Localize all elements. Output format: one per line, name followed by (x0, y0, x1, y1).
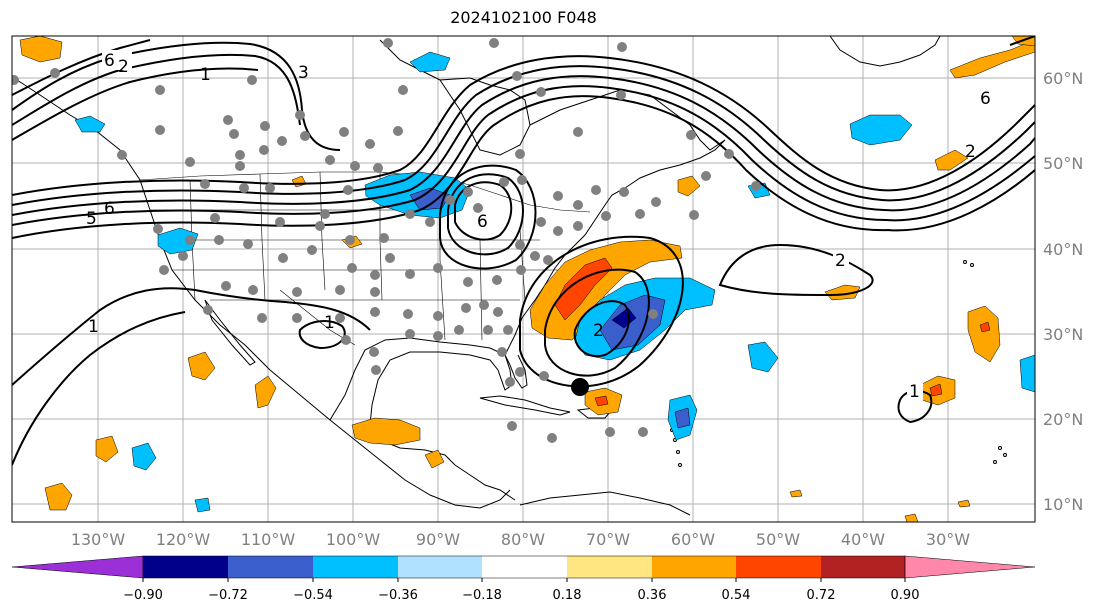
colorbar-bin (313, 556, 398, 578)
colorbar-bin (482, 556, 567, 578)
contour-label: 1 (200, 65, 211, 85)
lat-label: 60°N (1043, 69, 1083, 88)
station-dots (12, 38, 761, 443)
contour-label: 6 (104, 199, 115, 219)
storm-center-marker (571, 378, 589, 396)
contour-label: 1 (88, 317, 99, 337)
contour-label: 6 (477, 212, 488, 232)
contour-label: 3 (298, 63, 309, 83)
lon-label: 90°W (416, 530, 460, 549)
colorbar-tick: 0.18 (553, 588, 582, 603)
colorbar-tick: 0.90 (891, 588, 920, 603)
colorbar-bin (228, 556, 313, 578)
colorbar-tick: 0.72 (807, 588, 836, 603)
lat-label: 40°N (1043, 240, 1083, 259)
colorbar-bin (567, 556, 652, 578)
lon-label: 80°W (501, 530, 545, 549)
lon-label: 110°W (241, 530, 296, 549)
lat-label: 30°N (1043, 325, 1083, 344)
contour-label: 1 (909, 382, 920, 402)
lat-label: 50°N (1043, 154, 1083, 173)
contour-label: 2 (118, 57, 129, 77)
colorbar-bin (143, 556, 228, 578)
lon-label: 70°W (586, 530, 630, 549)
contour-label: 5 (86, 209, 97, 229)
contour-labels: 6 2 1 3 5 6 1 1 2 6 6 2 2 1 (86, 50, 991, 402)
contour-label: 1 (324, 313, 335, 333)
colorbar: −0.90 −0.72 −0.54 −0.36 −0.18 0.18 0.36 … (11, 555, 1036, 603)
contour-label: 2 (965, 142, 976, 162)
colorbar-tick: −0.18 (462, 588, 502, 603)
colorbar-extend-low (11, 555, 144, 579)
lon-label: 120°W (156, 530, 211, 549)
lat-label: 20°N (1043, 410, 1083, 429)
contour-label: 2 (593, 321, 604, 341)
map-frame (11, 35, 1036, 523)
lon-label: 130°W (71, 530, 126, 549)
map-title: 2024102100 F048 (450, 8, 597, 27)
lon-label: 100°W (326, 530, 381, 549)
lon-label: 40°W (841, 530, 885, 549)
colorbar-tick: −0.54 (293, 588, 333, 603)
lat-label: 10°N (1043, 495, 1083, 514)
longitude-labels: 130°W 120°W 110°W 100°W 90°W 80°W 70°W 6… (71, 530, 970, 549)
colorbar-bin (736, 556, 821, 578)
contour-label: 6 (104, 51, 115, 71)
contour-label: 6 (980, 89, 991, 109)
colorbar-bin (398, 556, 482, 578)
colorbar-bin (652, 556, 736, 578)
colorbar-tick: 0.54 (722, 588, 751, 603)
colorbar-tick: −0.36 (378, 588, 418, 603)
colorbar-extend-high (904, 555, 1036, 579)
colorbar-tick: −0.90 (123, 588, 163, 603)
colorbar-bin (821, 556, 905, 578)
contour-label: 2 (835, 251, 846, 271)
lon-label: 30°W (926, 530, 970, 549)
contour-lines (12, 36, 1035, 466)
latitude-labels: 60°N 50°N 40°N 30°N 20°N 10°N (1043, 69, 1083, 514)
colorbar-tick: −0.72 (208, 588, 248, 603)
lon-label: 50°W (756, 530, 800, 549)
colorbar-tick: 0.36 (638, 588, 667, 603)
lon-label: 60°W (671, 530, 715, 549)
